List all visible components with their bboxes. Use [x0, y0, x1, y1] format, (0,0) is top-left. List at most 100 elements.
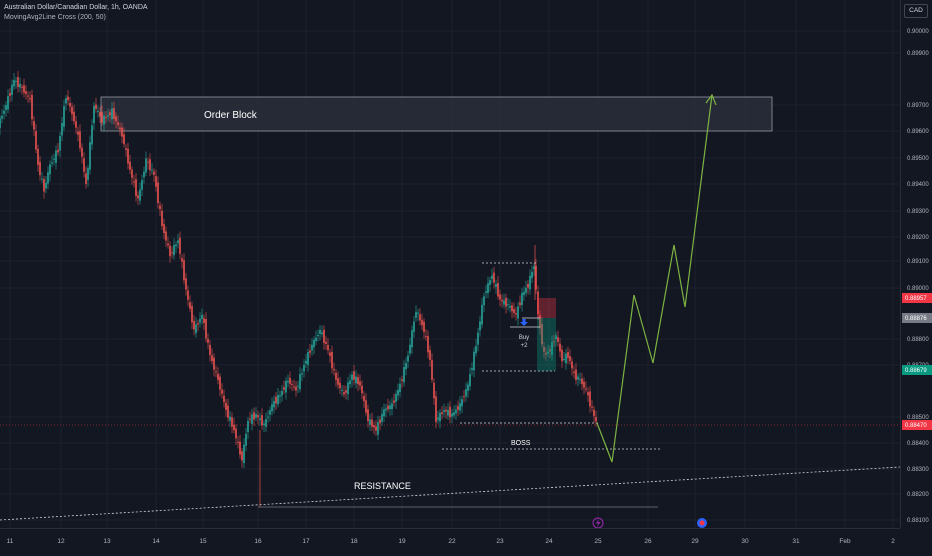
candle-body	[239, 441, 241, 455]
candle-body	[69, 103, 71, 107]
candle-body	[437, 417, 439, 420]
candle-body	[451, 413, 453, 417]
candle-body	[107, 115, 109, 117]
candle-body	[499, 294, 501, 300]
candle-body	[423, 321, 425, 332]
candle-body	[495, 284, 497, 287]
candle-body	[0, 118, 1, 128]
candle-body	[67, 96, 69, 101]
time-scale[interactable]: 11 12 13 14 15 16 17 18 19 22 23 24 25 26 29 30 31 Feb 2	[0, 528, 900, 550]
candle-body	[27, 95, 29, 97]
candle-body	[211, 355, 213, 362]
position-target-zone[interactable]	[537, 318, 556, 371]
candle-body	[57, 149, 59, 153]
candle-body	[317, 335, 319, 337]
candle-body	[473, 351, 475, 371]
candle-body	[569, 356, 571, 361]
candle-body	[49, 164, 51, 175]
candle-body	[429, 350, 431, 360]
candle-body	[377, 422, 379, 435]
candle-body	[393, 400, 395, 403]
resistance-label-bg	[351, 479, 403, 492]
candle-body	[197, 323, 199, 325]
candle-body	[401, 379, 403, 381]
candle-body	[403, 367, 405, 383]
candle-body	[415, 312, 417, 318]
candle-body	[341, 389, 343, 391]
candle-body	[235, 428, 237, 439]
price-tick-label: 0.89300	[907, 209, 929, 215]
candle-body	[43, 179, 45, 192]
candle-body	[149, 159, 151, 171]
candle-body	[53, 158, 55, 160]
price-chart[interactable]: Buy +2 Order Block RESISTANCE BOSS	[0, 0, 901, 529]
candle-body	[417, 312, 419, 314]
candle-body	[81, 147, 83, 157]
candle-body	[127, 148, 129, 164]
price-tick-label: 0.89100	[907, 259, 929, 265]
candle-body	[77, 131, 79, 135]
candle-body	[561, 349, 563, 362]
chart-area[interactable]: Buy +2 Order Block RESISTANCE BOSS Austr…	[0, 0, 901, 529]
candle-body	[267, 416, 269, 418]
flag-event-icon[interactable]	[697, 518, 707, 528]
candle-body	[199, 318, 201, 323]
candle-body	[321, 332, 323, 335]
candle-body	[23, 85, 25, 93]
candle-body	[333, 368, 335, 371]
time-tick-label: 30	[741, 538, 749, 545]
symbol-title[interactable]: Australian Dollar/Canadian Dollar, 1h, O…	[4, 4, 148, 11]
candle-body	[279, 395, 281, 397]
candle-body	[337, 378, 339, 385]
candle-body	[427, 336, 429, 353]
candle-body	[543, 347, 545, 352]
price-scale[interactable]: 0.90000 0.89900 0.89700 0.89600 0.89500 0.894…	[900, 0, 932, 528]
candle-body	[223, 395, 225, 403]
candle-body	[201, 314, 203, 320]
candle-body	[447, 409, 449, 416]
candle-body	[581, 378, 583, 385]
candle-body	[565, 353, 567, 364]
candle-body	[277, 394, 279, 405]
candle-body	[517, 306, 519, 319]
candle-body	[59, 135, 61, 151]
candle-body	[411, 330, 413, 348]
candle-body	[359, 381, 361, 386]
price-badge-green	[902, 365, 932, 375]
time-tick-label: 2	[891, 538, 895, 545]
time-tick-label: 29	[691, 538, 699, 545]
candle-body	[99, 112, 101, 117]
candle-body	[39, 161, 41, 176]
candle-body	[237, 441, 239, 443]
candle-body	[195, 324, 197, 334]
candle-body	[55, 150, 57, 163]
candle-body	[113, 108, 115, 119]
currency-button[interactable]: CAD	[904, 4, 928, 18]
candle-body	[93, 106, 95, 124]
candle-body	[541, 323, 543, 345]
candle-body	[539, 315, 541, 329]
candle-body	[37, 148, 39, 165]
candle-body	[547, 351, 549, 354]
time-tick-label: 17	[302, 538, 310, 545]
candle-body	[293, 386, 295, 388]
candle-body	[189, 302, 191, 309]
position-stop-zone[interactable]	[537, 298, 556, 318]
candle-body	[571, 361, 573, 369]
candle-body	[289, 377, 291, 384]
candle-body	[315, 337, 317, 342]
projection-path[interactable]	[596, 94, 713, 463]
order-block-zone[interactable]	[100, 96, 773, 132]
candle-body	[305, 360, 307, 364]
time-tick-label: Feb	[839, 538, 851, 545]
candle-body	[425, 335, 427, 337]
candle-body	[379, 419, 381, 424]
candle-body	[207, 338, 209, 343]
price-badge-current-text: 0.88470	[905, 423, 927, 429]
candle-body	[141, 180, 143, 190]
price-badge-current	[902, 420, 932, 430]
candle-body	[353, 371, 355, 380]
candle-body	[449, 406, 451, 418]
indicator-legend[interactable]: MovingAvg2Line Cross (200, 50)	[4, 14, 106, 21]
candle-body	[25, 91, 27, 94]
